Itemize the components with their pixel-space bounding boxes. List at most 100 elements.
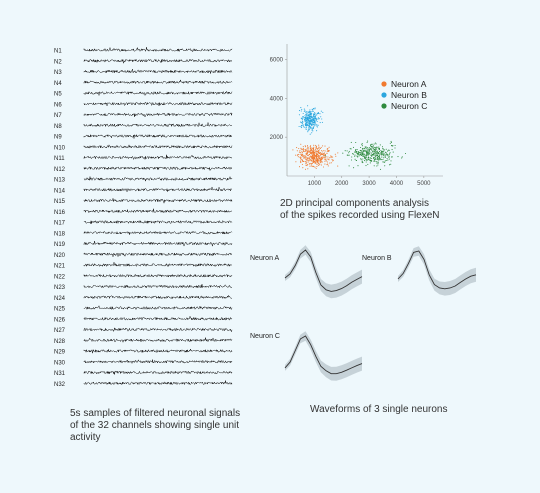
scatter-point [298, 153, 300, 155]
scatter-point [301, 155, 303, 157]
scatter-point [384, 165, 386, 167]
scatter-point [308, 128, 310, 130]
scatter-point [377, 154, 379, 157]
scatter-point [355, 149, 357, 151]
scatter-point [302, 156, 304, 158]
scatter-point [307, 163, 309, 165]
scatter-point [378, 147, 381, 149]
scatter-point [301, 121, 303, 123]
channel-label: N29 [54, 350, 66, 356]
scatter-point [316, 112, 318, 114]
x-tick-label: 3000 [362, 181, 376, 187]
channel-label: N12 [54, 167, 66, 173]
scatter-point [369, 159, 371, 161]
scatter-point [355, 151, 357, 154]
scatter-point [391, 156, 393, 158]
scatter-point [306, 111, 308, 113]
scatter-point [304, 109, 306, 111]
scatter-point [312, 127, 315, 129]
scatter-point [311, 150, 313, 152]
scatter-point [313, 155, 315, 158]
scatter-point [364, 154, 366, 156]
scatter-point [374, 148, 376, 150]
scatter-point [320, 116, 322, 118]
scatter-point [359, 153, 362, 155]
scatter-point [303, 108, 305, 110]
scatter-point [365, 147, 367, 149]
scatter-point [313, 123, 315, 125]
legend-label: Neuron B [391, 90, 427, 100]
scatter-point [324, 163, 326, 165]
scatter-point [392, 151, 394, 153]
channel-label: N15 [54, 199, 66, 205]
scatter-point [365, 146, 367, 148]
scatter-point [314, 155, 316, 157]
scatter-point [354, 154, 356, 156]
scatter-point [315, 144, 317, 146]
scatter-point [302, 146, 304, 148]
signals-caption-line-1: 5s samples of filtered neuronal signals [70, 408, 241, 419]
scatter-point [369, 153, 371, 155]
scatter-point [327, 148, 329, 150]
scatter-point [299, 121, 302, 123]
channel-trace [83, 58, 233, 65]
scatter-point [306, 119, 309, 121]
scatter-point [366, 149, 368, 151]
scatter-point [348, 154, 350, 156]
scatter-point [368, 153, 370, 155]
scatter-point [313, 121, 315, 123]
scatter-point [356, 155, 358, 157]
scatter-point [300, 147, 302, 149]
scatter-point [372, 150, 374, 152]
scatter-point [321, 118, 323, 120]
scatter-point [311, 128, 313, 130]
channel-label: N28 [54, 339, 66, 345]
scatter-point [301, 150, 303, 152]
scatter-point [376, 146, 378, 148]
scatter-point [327, 149, 329, 151]
scatter-point [311, 123, 313, 125]
scatter-point [360, 154, 362, 157]
scatter-point [374, 157, 376, 159]
scatter-point [319, 113, 321, 115]
pca-caption-line-2: of the spikes recorded using FlexeN [280, 210, 440, 221]
scatter-point [312, 120, 314, 122]
scatter-point [298, 114, 300, 116]
channel-label: N8 [54, 124, 62, 130]
scatter-point [300, 126, 302, 128]
scatter-point [389, 142, 391, 144]
scatter-point [312, 113, 315, 115]
scatter-point [380, 149, 382, 152]
scatter-point [312, 157, 314, 159]
scatter-point [373, 154, 375, 156]
scatter-point [372, 146, 374, 148]
scatter-point [355, 150, 357, 152]
scatter-point [301, 163, 303, 165]
scatter-point [390, 140, 392, 142]
scatter-point [367, 159, 369, 161]
scatter-point [313, 119, 315, 121]
scatter-point [361, 153, 363, 155]
scatter-point [334, 153, 336, 155]
scatter-point [308, 122, 310, 124]
scatter-point [298, 166, 301, 168]
scatter-point [307, 168, 309, 170]
signals-caption-line-2: of the 32 channels showing single unit [70, 420, 240, 431]
scatter-point [301, 158, 303, 160]
channel-trace [83, 273, 233, 278]
scatter-point [382, 151, 384, 153]
scatter-point [317, 147, 319, 150]
channel-trace [83, 219, 233, 225]
scatter-point [309, 148, 311, 150]
scatter-point [305, 149, 307, 151]
channel-trace [83, 380, 233, 386]
scatter-point [308, 116, 310, 118]
scatter-point [320, 161, 322, 163]
scatter-point [305, 126, 307, 128]
scatter-point [312, 165, 314, 167]
scatter-point [307, 151, 309, 153]
scatter-point [380, 152, 382, 154]
channel-trace [83, 294, 233, 300]
scatter-point [367, 149, 369, 151]
scatter-point [381, 146, 384, 148]
